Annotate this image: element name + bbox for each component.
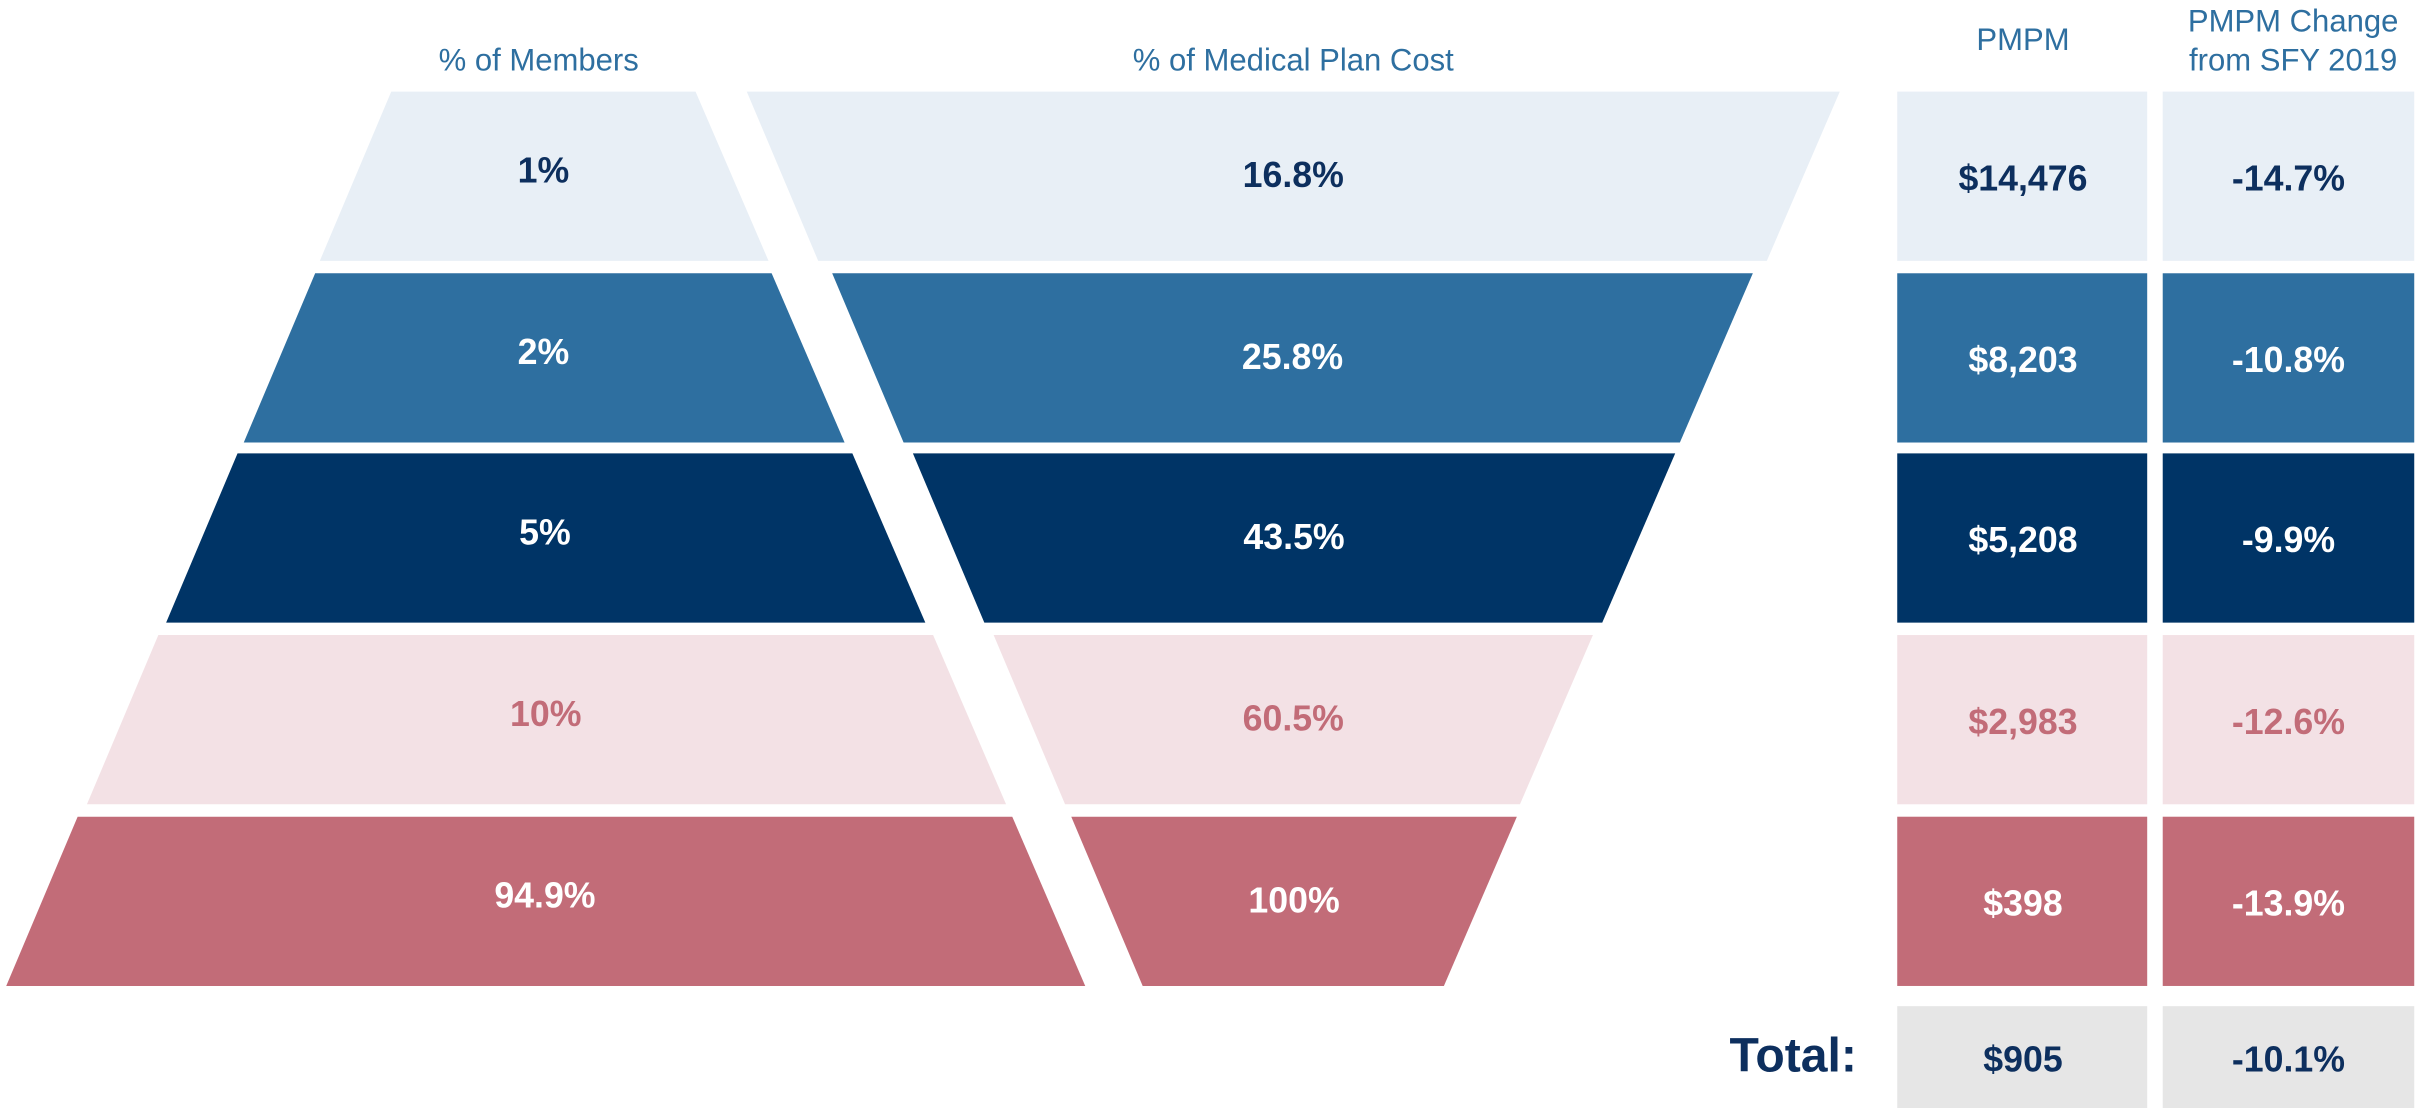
members-value: 10% — [510, 694, 581, 734]
pmpm-value: $14,476 — [1958, 158, 2087, 198]
members-band — [166, 453, 926, 623]
members-band — [243, 273, 845, 443]
cost-value: 100% — [1248, 880, 1339, 920]
pmpm-value: $5,208 — [1968, 520, 2077, 560]
change-value: -13.9% — [2232, 883, 2345, 923]
members-value: 94.9% — [494, 876, 595, 916]
cost-band — [912, 453, 1676, 623]
members-header: % of Members — [439, 42, 639, 77]
cost-band — [1071, 816, 1517, 986]
change-value: -14.7% — [2232, 158, 2345, 198]
members-value: 5% — [519, 512, 571, 552]
change-cell — [2162, 453, 2415, 623]
change-value: -12.6% — [2232, 702, 2345, 742]
change-header-line: PMPM Change — [2188, 3, 2399, 38]
change-cell — [2162, 635, 2415, 805]
pmpm-header: PMPM — [1976, 22, 2069, 57]
cost-band — [832, 273, 1753, 443]
change-value: -9.9% — [2242, 520, 2335, 560]
pmpm-cell — [1897, 453, 2148, 623]
members-band — [6, 816, 1086, 986]
change-cell — [2162, 273, 2415, 443]
members-band — [319, 91, 769, 261]
change-value: -10.8% — [2232, 340, 2345, 380]
pmpm-cell — [1897, 91, 2148, 261]
pmpm-cell — [1897, 635, 2148, 805]
cost-band — [746, 91, 1840, 261]
change-cell — [2162, 816, 2415, 986]
total-pmpm: $905 — [1983, 1039, 2062, 1079]
cost-band — [993, 635, 1593, 805]
total-change: -10.1% — [2232, 1039, 2345, 1079]
pmpm-value: $8,203 — [1968, 340, 2077, 380]
pmpm-cell — [1897, 816, 2148, 986]
total-label: Total: — [1730, 1029, 1857, 1083]
members-value: 2% — [518, 332, 570, 372]
change-header-line: from SFY 2019 — [2189, 42, 2397, 77]
cost-value: 43.5% — [1243, 517, 1344, 557]
pmpm-value: $2,983 — [1968, 702, 2077, 742]
cost-header: % of Medical Plan Cost — [1133, 42, 1454, 77]
members-value: 1% — [518, 151, 570, 191]
pmpm-cell — [1897, 273, 2148, 443]
cost-value: 16.8% — [1243, 155, 1344, 195]
cost-value: 25.8% — [1242, 337, 1343, 377]
total-change-cell — [2162, 1006, 2415, 1108]
members-band — [86, 635, 1007, 805]
pmpm-value: $398 — [1983, 883, 2062, 923]
total-pmpm-cell — [1897, 1006, 2148, 1108]
cost-value: 60.5% — [1243, 699, 1344, 739]
change-cell — [2162, 91, 2415, 261]
